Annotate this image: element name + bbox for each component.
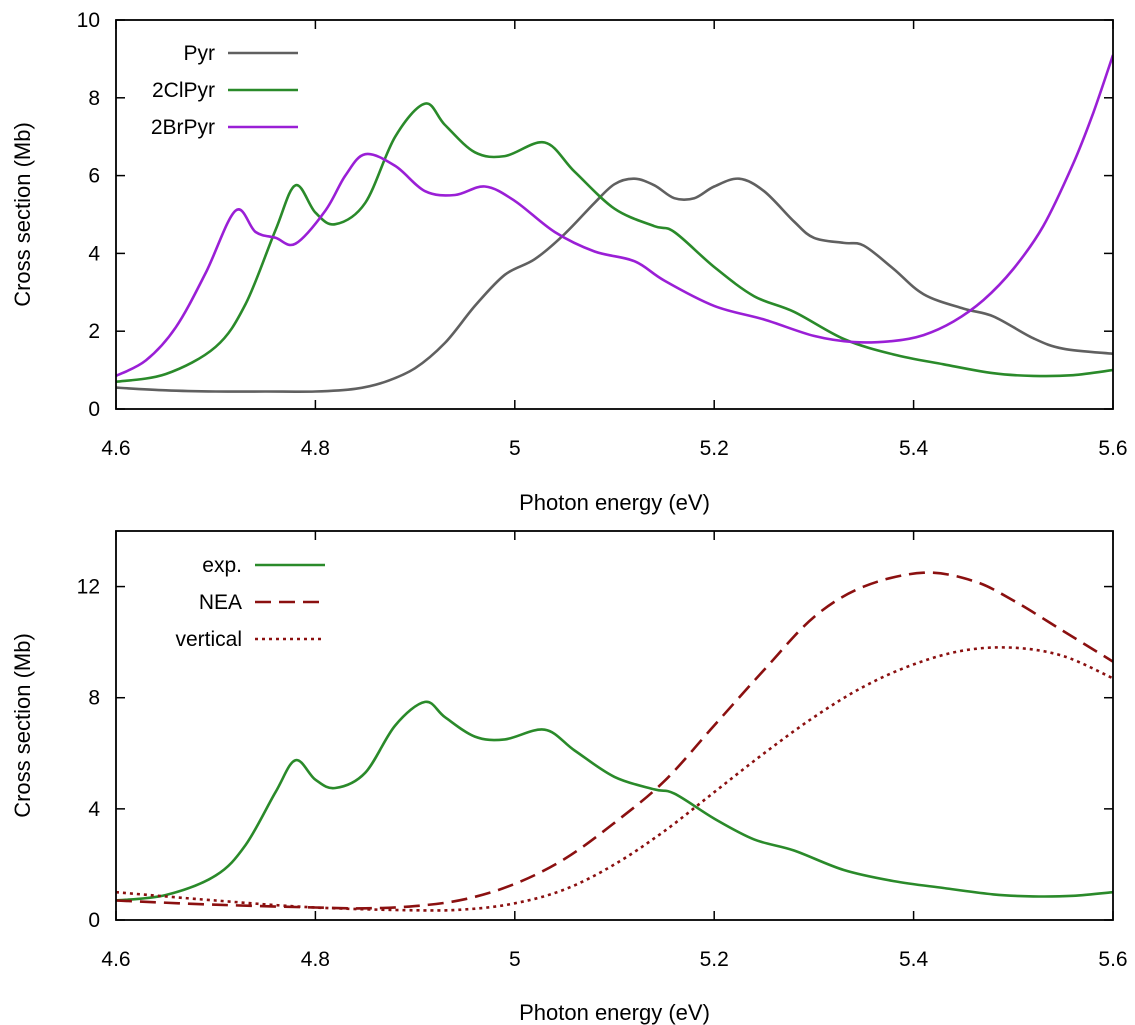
legend-label-2clpyr: 2ClPyr — [152, 79, 215, 102]
y-tick-label: 12 — [77, 576, 100, 599]
x-tick-label: 4.8 — [301, 437, 330, 460]
series-line-2brpyr — [116, 54, 1113, 378]
bottom-panel: 4.6 4.8 5 5.2 5.4 5.6 0 4 8 12 Photon energy (eV) C… — [10, 530, 1128, 1025]
series-line-exp — [116, 700, 1113, 902]
x-axis-label: Photon energy (eV) — [519, 1000, 710, 1025]
y-tick-label: 2 — [88, 320, 100, 343]
x-axis-label: Photon energy (eV) — [519, 490, 710, 515]
legend-label-nea: NEA — [199, 591, 242, 614]
y-tick-label: 10 — [77, 9, 100, 32]
plot-frame — [115, 19, 1114, 410]
top-panel: 4.6 4.8 5 5.2 5.4 5.6 0 2 4 6 8 10 Photon energy (eV… — [10, 9, 1128, 515]
legend-label-pyr: Pyr — [184, 42, 216, 65]
plot-frame — [115, 530, 1114, 921]
x-tick-label: 5.2 — [700, 948, 729, 971]
x-tick-label: 5.4 — [899, 437, 929, 460]
y-tick-label: 0 — [88, 398, 100, 421]
legend-label-2brpyr: 2BrPyr — [151, 116, 215, 139]
x-tick-label: 5.6 — [1098, 437, 1127, 460]
series-line-nea — [116, 571, 1113, 910]
y-axis-label: Cross section (Mb) — [10, 633, 35, 818]
x-tick-label: 4.6 — [101, 437, 130, 460]
x-tick-label: 5.6 — [1098, 948, 1127, 971]
y-tick-label: 0 — [88, 909, 100, 932]
y-tick-label: 4 — [88, 798, 100, 821]
y-tick-label: 8 — [88, 687, 100, 710]
series-line-pyr — [116, 177, 1113, 393]
y-axis-label: Cross section (Mb) — [10, 122, 35, 307]
x-tick-label: 5 — [509, 948, 521, 971]
x-tick-label: 5.4 — [899, 948, 929, 971]
y-tick-label: 8 — [88, 87, 100, 110]
series-line-2clpyr — [116, 102, 1113, 384]
x-tick-label: 4.6 — [101, 948, 130, 971]
series-line-vertical — [116, 646, 1113, 912]
y-tick-label: 6 — [88, 165, 100, 188]
x-tick-label: 5 — [509, 437, 521, 460]
legend-label-vertical: vertical — [175, 628, 242, 651]
legend-label-exp: exp. — [202, 554, 242, 577]
y-tick-label: 4 — [88, 242, 100, 265]
x-tick-label: 5.2 — [700, 437, 729, 460]
x-tick-label: 4.8 — [301, 948, 330, 971]
